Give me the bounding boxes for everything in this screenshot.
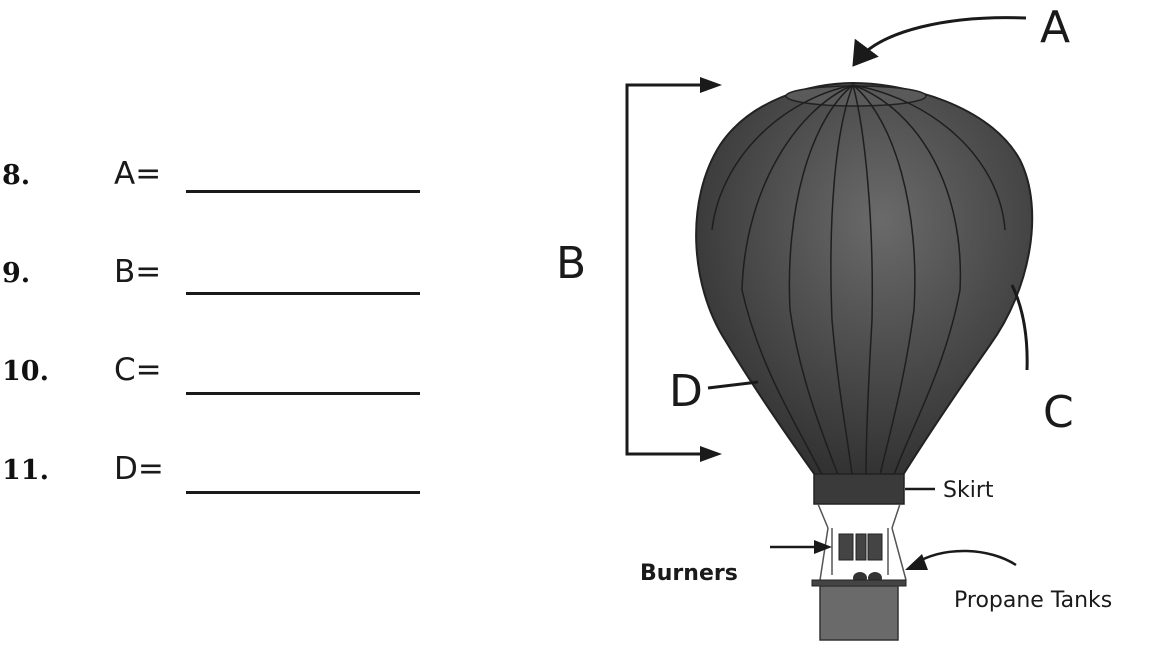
leader-c [1010,284,1029,371]
bracket-arrow-bottom [700,446,722,462]
arrow-propane-head [905,554,928,570]
bracket-b [625,83,716,456]
answer-blank[interactable] [186,190,420,193]
question-number: 10. [2,356,49,387]
basket-rim [811,579,907,587]
answer-blank[interactable] [186,392,420,395]
question-label: B= [114,254,162,290]
label-c: C [1043,387,1074,438]
question-label: D= [114,451,164,487]
question-label: A= [114,156,162,192]
basket [819,585,899,641]
label-burners: Burners [640,561,738,586]
bracket-arrow-top [700,77,722,93]
answer-blank[interactable] [186,292,420,295]
burners [838,533,883,561]
arrow-a [852,16,1027,67]
arrow-burners-head [814,540,832,554]
label-a: A [1040,2,1070,53]
arrow-propane [913,549,1017,567]
answer-blank[interactable] [186,491,420,494]
suspension-cables [817,503,907,581]
hot-air-balloon-diagram: A B C D Skirt Burners Propane Tanks [556,2,1112,641]
skirt [813,473,905,505]
question-number: 11. [2,455,49,486]
question-number: 8. [2,160,31,191]
question-label: C= [114,352,162,388]
label-propane-tanks: Propane Tanks [954,588,1112,613]
label-skirt: Skirt [943,478,994,503]
label-d: D [669,366,703,417]
leader-d [707,380,759,390]
label-b: B [556,238,586,289]
question-number: 9. [2,258,31,289]
balloon-envelope [695,81,1034,476]
